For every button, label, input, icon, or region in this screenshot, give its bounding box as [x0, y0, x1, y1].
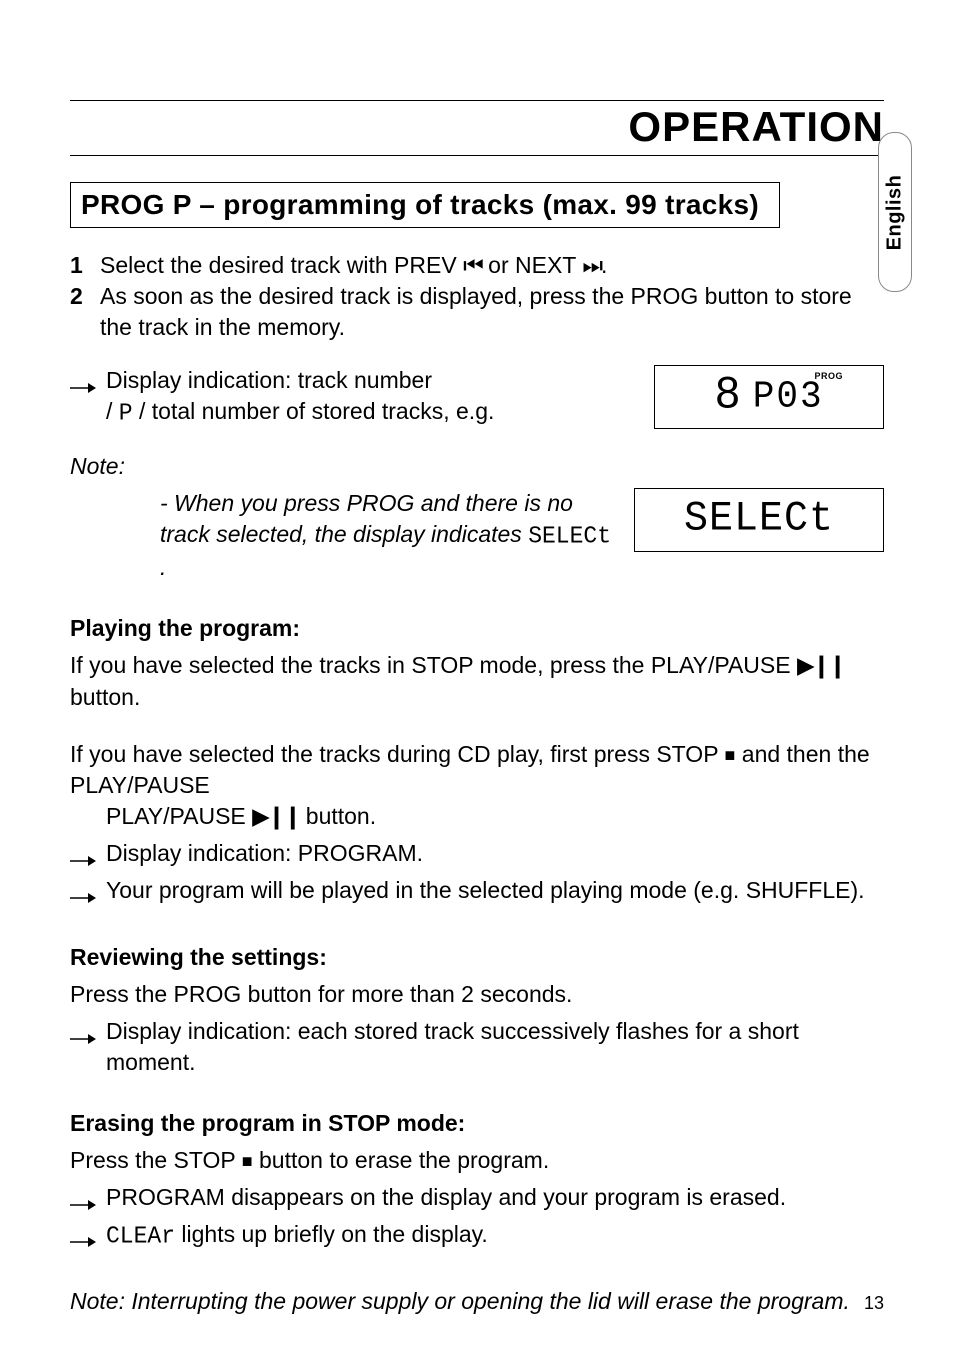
- page-number: 13: [864, 1293, 884, 1314]
- lcd-value-right: P03: [753, 372, 824, 423]
- text: CLEAr lights up briefly on the display.: [106, 1219, 884, 1252]
- subheading: Playing the program:: [70, 613, 884, 644]
- text: Display indication: each stored track su…: [106, 1016, 884, 1078]
- text: If you have selected the tracks during C…: [70, 741, 725, 767]
- text: Press the STOP: [70, 1147, 242, 1173]
- arrow-icon: [70, 1016, 106, 1053]
- text: Display indication: track number: [106, 367, 432, 393]
- paragraph: If you have selected the tracks during C…: [70, 739, 884, 832]
- step-number: 2: [70, 281, 100, 343]
- stop-icon: ■: [242, 1151, 253, 1171]
- text: Display indication: track number / P / t…: [106, 365, 634, 429]
- lcd-display: SELECt: [634, 488, 884, 552]
- prev-icon: ⏮: [463, 252, 482, 278]
- text: PLAY/PAUSE: [106, 803, 252, 829]
- result-line: CLEAr lights up briefly on the display.: [70, 1219, 884, 1256]
- lcd-value: SELECt: [684, 492, 834, 549]
- text: button.: [70, 684, 140, 710]
- list-item: 1 Select the desired track with PREV ⏮ o…: [70, 250, 884, 281]
- list-item: 2 As soon as the desired track is displa…: [70, 281, 884, 343]
- section-heading: PROG P – programming of tracks (max. 99 …: [81, 189, 769, 221]
- step-list: 1 Select the desired track with PREV ⏮ o…: [70, 250, 884, 343]
- text: - When you press PROG and there is no tr…: [160, 490, 573, 547]
- subheading: Reviewing the settings:: [70, 942, 884, 973]
- play-pause-icon: ▶❙❙: [252, 803, 299, 829]
- text: lights up briefly on the display.: [175, 1221, 488, 1247]
- seg-text: CLEAr: [106, 1220, 175, 1253]
- arrow-icon: [70, 838, 106, 875]
- arrow-icon: [70, 1182, 106, 1219]
- result-line: Your program will be played in the selec…: [70, 875, 884, 912]
- text: /: [106, 398, 119, 424]
- result-line: Display indication: track number / P / t…: [70, 365, 634, 429]
- language-tab: English: [878, 132, 912, 292]
- paragraph: If you have selected the tracks in STOP …: [70, 650, 884, 712]
- text: PROGRAM disappears on the display and yo…: [106, 1182, 884, 1213]
- text: Select the desired track with PREV: [100, 252, 463, 278]
- footnote: Note: Interrupting the power supply or o…: [70, 1286, 884, 1317]
- text: button to erase the program.: [253, 1147, 550, 1173]
- lcd-display: PROG 8 P03: [654, 365, 884, 429]
- text: button.: [299, 803, 376, 829]
- lcd-value-left: 8: [714, 366, 742, 428]
- result-line: PROGRAM disappears on the display and yo…: [70, 1182, 884, 1219]
- arrow-icon: [70, 1219, 106, 1256]
- text: .: [601, 252, 607, 278]
- text: Your program will be played in the selec…: [106, 875, 884, 906]
- paragraph: Press the PROG button for more than 2 se…: [70, 979, 884, 1010]
- result-line: Display indication: each stored track su…: [70, 1016, 884, 1078]
- note-label: Note:: [70, 451, 884, 482]
- text: Display indication: PROGRAM.: [106, 838, 884, 869]
- note-text: - When you press PROG and there is no tr…: [160, 490, 611, 580]
- arrow-icon: [70, 875, 106, 912]
- next-icon: ⏭: [582, 252, 601, 278]
- play-pause-icon: ▶❙❙: [797, 652, 844, 678]
- arrow-icon: [70, 365, 106, 402]
- text: / total number of stored tracks, e.g.: [133, 398, 495, 424]
- text: .: [160, 554, 166, 580]
- section-heading-box: PROG P – programming of tracks (max. 99 …: [70, 182, 780, 228]
- page-title: OPERATION: [628, 103, 884, 151]
- seg-char: P: [119, 397, 133, 430]
- text: or NEXT: [482, 252, 583, 278]
- step-text: As soon as the desired track is displaye…: [100, 281, 884, 343]
- text: If you have selected the tracks in STOP …: [70, 652, 797, 678]
- step-text: Select the desired track with PREV ⏮ or …: [100, 250, 884, 281]
- stop-icon: ■: [725, 745, 736, 765]
- result-line: Display indication: PROGRAM.: [70, 838, 884, 875]
- paragraph: Press the STOP ■ button to erase the pro…: [70, 1145, 884, 1176]
- subheading: Erasing the program in STOP mode:: [70, 1108, 884, 1139]
- step-number: 1: [70, 250, 100, 281]
- language-label: English: [884, 174, 907, 250]
- seg-text: SELECt: [528, 521, 611, 554]
